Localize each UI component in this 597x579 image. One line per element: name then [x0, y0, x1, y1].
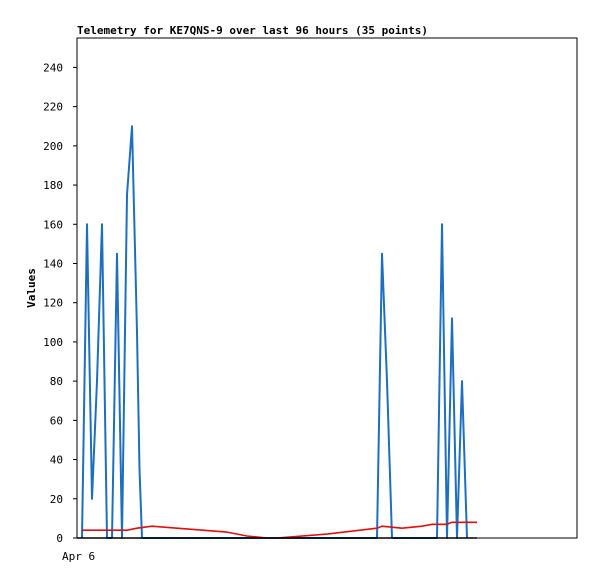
x-axis-ticks: Apr 6 [62, 550, 95, 563]
y-tick-label: 180 [43, 179, 63, 192]
y-tick-label: 160 [43, 218, 63, 231]
series-line-1 [82, 521, 477, 539]
y-tick-label: 220 [43, 101, 63, 114]
y-tick-label: 200 [43, 140, 63, 153]
series-layer [77, 125, 477, 539]
plot-area [76, 37, 578, 539]
y-tick-label: 240 [43, 61, 63, 74]
chart-title: Telemetry for KE7QNS-9 over last 96 hour… [77, 24, 428, 37]
y-tick-label: 140 [43, 257, 63, 270]
y-tick-label: 80 [50, 375, 63, 388]
y-axis-ticks: 0 20 40 60 80 100 120 140 160 180 200 220 240 [43, 61, 77, 545]
y-tick-label: 60 [50, 414, 63, 427]
y-tick-label: 0 [56, 532, 63, 545]
y-tick-label: 100 [43, 336, 63, 349]
y-tick-label: 120 [43, 297, 63, 310]
x-tick-label: Apr 6 [62, 550, 95, 563]
y-tick-label: 40 [50, 454, 63, 467]
y-tick-label: 20 [50, 493, 63, 506]
y-axis-label: Values [25, 268, 38, 308]
